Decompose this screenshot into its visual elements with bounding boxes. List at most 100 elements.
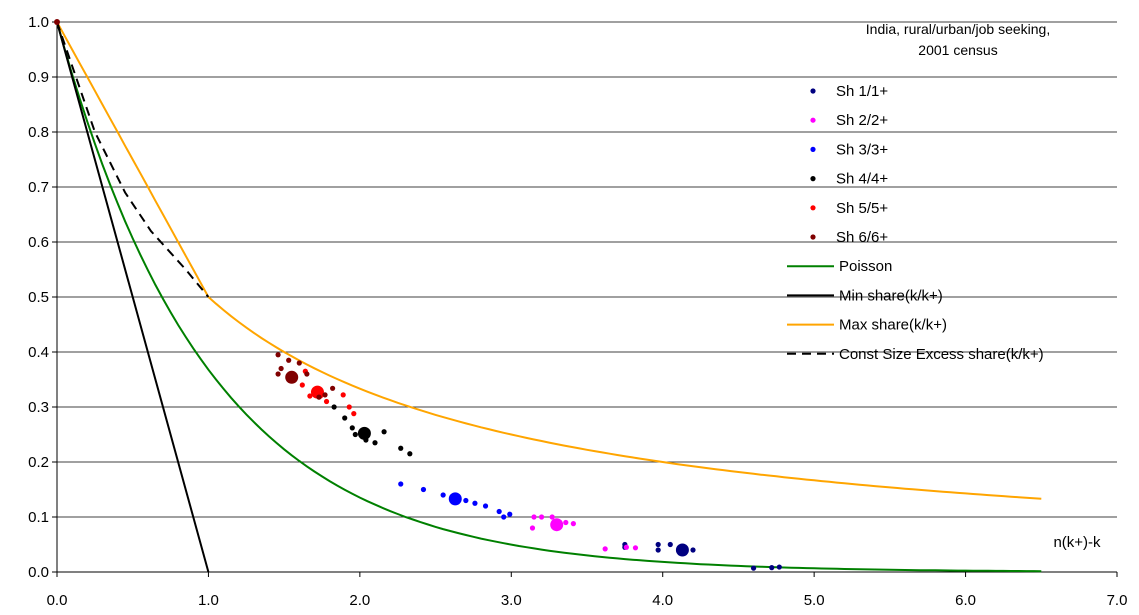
data-point: [351, 411, 357, 417]
legend-label: Sh 5/5+: [836, 200, 888, 217]
series-line-8: [56, 21, 1042, 500]
x-tick-label: 5.0: [804, 592, 825, 609]
data-point: [463, 497, 469, 504]
data-point: [570, 521, 576, 527]
series-line-6: [56, 21, 1042, 573]
data-point: [398, 445, 404, 451]
x-tick-label: 7.0: [1107, 592, 1128, 609]
data-point: [323, 398, 330, 405]
data-point: [316, 394, 322, 400]
legend-marker: [810, 88, 816, 94]
data-point: [420, 486, 427, 493]
data-point: [381, 429, 387, 435]
data-point: [304, 371, 310, 377]
origin-point: [54, 19, 60, 25]
data-point: [278, 365, 284, 372]
y-tick-label: 0.8: [28, 124, 49, 141]
data-point: [340, 392, 346, 398]
data-point: [531, 514, 537, 520]
data-point: [563, 519, 569, 526]
data-point: [299, 382, 305, 388]
data-point: [538, 514, 545, 520]
data-point: [275, 371, 281, 377]
x-tick-label: 4.0: [652, 592, 673, 609]
data-point: [275, 352, 281, 358]
x-tick-label: 6.0: [955, 592, 976, 609]
data-point: [349, 425, 355, 431]
data-point: [331, 404, 337, 410]
x-tick-label: 3.0: [501, 592, 522, 609]
y-tick-label: 0.3: [28, 399, 49, 416]
data-point: [296, 360, 302, 366]
legend-label: Sh 2/2+: [836, 112, 888, 129]
x-tick-label: 1.0: [198, 592, 219, 609]
highlight-point: [550, 518, 564, 532]
legend-label: Poisson: [839, 258, 892, 275]
y-tick-label: 0.2: [28, 454, 49, 471]
legend-label: Sh 6/6+: [836, 229, 888, 246]
legend-label: Const Size Excess share(k/k+): [839, 346, 1044, 363]
tick-labels: 0.0 0.1 0.2 0.3 0.4 0.5 0.6 0.7 0.8 0.9 1.0 0.0 1.0 2…: [28, 14, 1127, 609]
data-point: [750, 565, 757, 571]
data-point: [602, 546, 608, 552]
y-tick-label: 0.6: [28, 234, 49, 251]
legend-label: Min share(k/k+): [839, 287, 943, 304]
legend-marker: [810, 146, 816, 152]
data-point: [496, 508, 502, 515]
axes: [52, 21, 1118, 577]
data-point: [632, 545, 639, 551]
legend-label: Sh 1/1+: [836, 83, 888, 100]
data-point: [690, 547, 696, 553]
data-point: [769, 565, 775, 571]
x-axis-label: n(k+)-k: [1053, 534, 1101, 551]
series-group: [54, 19, 1042, 573]
data-point: [352, 431, 358, 438]
chart-title-line-2: 2001 census: [918, 42, 997, 58]
data-point: [342, 415, 348, 421]
data-point: [286, 357, 292, 363]
data-point: [529, 525, 536, 531]
y-tick-label: 0.9: [28, 69, 49, 86]
x-tick-label: 2.0: [349, 592, 370, 609]
data-point: [398, 481, 404, 487]
data-point: [667, 541, 673, 548]
data-point: [346, 404, 352, 410]
y-tick-label: 0.0: [28, 564, 49, 581]
y-tick-label: 0.4: [28, 344, 49, 361]
series-line-7: [56, 21, 210, 573]
data-point: [655, 541, 661, 548]
x-tick-label: 0.0: [47, 592, 68, 609]
y-tick-label: 0.1: [28, 509, 49, 526]
legend-label: Sh 3/3+: [836, 141, 888, 158]
highlight-point: [357, 426, 371, 440]
legend-marker: [810, 234, 816, 240]
data-point: [482, 503, 489, 509]
legend-marker: [810, 205, 816, 211]
y-tick-label: 0.5: [28, 289, 49, 306]
highlight-point: [448, 492, 462, 506]
data-point: [507, 511, 513, 517]
data-point: [307, 393, 313, 399]
series-line-9: [56, 21, 210, 298]
y-tick-label: 0.7: [28, 179, 49, 196]
legend-marker: [810, 176, 816, 182]
legend: Sh 1/1+ Sh 2/2+ Sh 3/3+ Sh 4/4+ Sh 5/5+ Sh 6/…: [787, 83, 1044, 363]
legend-label: Max share(k/k+): [839, 317, 947, 334]
data-point: [655, 547, 661, 553]
legend-label: Sh 4/4+: [836, 171, 888, 188]
y-tick-label: 1.0: [28, 14, 49, 31]
data-point: [623, 544, 629, 550]
data-point: [330, 385, 336, 391]
data-point: [549, 514, 555, 520]
chart-title-line-1: India, rural/urban/job seeking,: [866, 21, 1050, 37]
data-point: [407, 451, 413, 457]
data-point: [472, 500, 478, 506]
data-point: [322, 392, 328, 398]
data-point: [440, 492, 446, 498]
highlight-point: [285, 370, 299, 384]
legend-marker: [810, 117, 816, 123]
highlight-point: [675, 543, 689, 557]
data-point: [776, 564, 782, 570]
data-point: [372, 440, 378, 446]
